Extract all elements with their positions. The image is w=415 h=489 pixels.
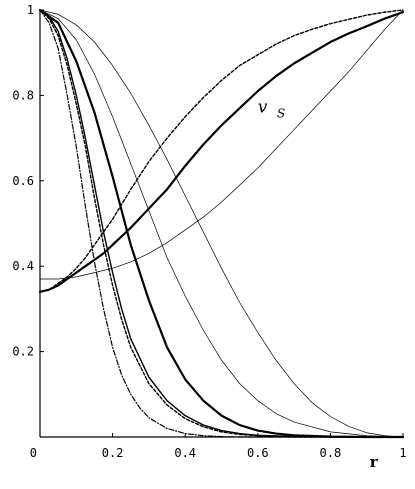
x-tick-label: 0.6 bbox=[247, 446, 269, 460]
x-tick-label: 0.8 bbox=[320, 446, 342, 460]
y-tick-label: 0.4 bbox=[12, 259, 34, 273]
x-tick-label: 0.2 bbox=[102, 446, 124, 460]
vs-annotation-subscript: S bbox=[277, 106, 285, 120]
series-6-line bbox=[39, 9, 404, 438]
series-3-line bbox=[39, 9, 404, 438]
y-tick-label: 0.6 bbox=[12, 174, 34, 188]
tick-labels: 0 0.2 0.4 0.6 0.8 1 0.2 0.4 0.6 0.8 1 bbox=[12, 3, 406, 460]
series-5-line bbox=[39, 9, 404, 438]
series-1-line bbox=[39, 9, 404, 438]
x-axis-label: r bbox=[370, 453, 379, 471]
y-tick-label: 0.8 bbox=[12, 88, 34, 102]
series-8-line bbox=[39, 9, 404, 293]
series-9-line bbox=[39, 9, 404, 280]
vs-annotation-main: v bbox=[258, 97, 268, 117]
x-tick-label: 0 bbox=[30, 446, 37, 460]
series-4-line bbox=[38, 8, 405, 439]
vs-annotation: v S bbox=[258, 97, 285, 120]
series-layer bbox=[38, 8, 405, 439]
series-7-line bbox=[38, 11, 405, 293]
y-tick-label: 0.2 bbox=[12, 345, 34, 359]
y-tick-label: 1 bbox=[27, 3, 34, 17]
x-tick-label: 0.4 bbox=[174, 446, 196, 460]
x-tick-label: 1 bbox=[399, 446, 406, 460]
